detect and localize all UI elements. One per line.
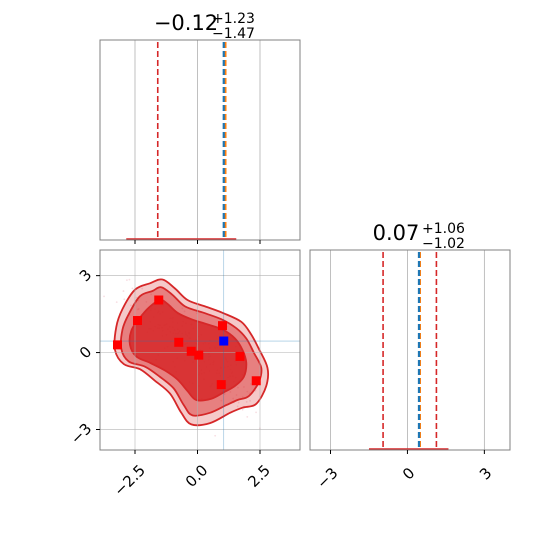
sample-point <box>232 397 235 400</box>
y-tick-label: 0 <box>76 343 95 362</box>
param-2-title: 0.07 <box>373 221 420 245</box>
sample-point <box>129 304 132 307</box>
y-tick-label: −3 <box>67 420 95 448</box>
x-tick-label: 2.5 <box>244 461 274 491</box>
sample-point <box>246 415 249 418</box>
sample-point <box>137 308 139 311</box>
sample-point <box>122 290 125 292</box>
sample-point <box>131 287 134 290</box>
red-square-marker <box>133 316 142 326</box>
red-square-marker <box>216 380 226 390</box>
joint-contour-panel: −2.5 0.0 2.5 −3 0 3 <box>48 230 305 500</box>
sample-point <box>145 301 148 303</box>
sample-point <box>237 386 239 389</box>
sample-point <box>214 434 217 437</box>
param-2-title-upper-error: +1.06 <box>422 221 465 237</box>
sample-point <box>181 307 184 310</box>
sample-point <box>243 386 245 388</box>
x-tick-label: 0.0 <box>182 461 212 491</box>
sample-point <box>128 278 131 281</box>
sample-point <box>103 295 105 298</box>
sample-point <box>245 401 248 403</box>
sample-point <box>141 287 144 290</box>
sample-point <box>137 308 140 310</box>
sample-point <box>223 393 226 395</box>
axes-frame <box>99 249 301 451</box>
x-tick-label: 0 <box>399 464 418 483</box>
red-square-marker <box>194 350 204 360</box>
param-1-title: −0.12 <box>154 11 218 35</box>
sample-point <box>235 394 238 396</box>
joint-plot-area <box>48 230 305 450</box>
blue-square-marker <box>219 336 229 346</box>
red-square-marker <box>174 337 184 347</box>
sample-point <box>48 230 50 232</box>
red-square-marker <box>218 321 227 331</box>
x-tick-label: −2.5 <box>110 461 148 499</box>
red-square-marker <box>113 340 122 350</box>
sample-point <box>123 298 126 301</box>
sample-point <box>183 310 186 313</box>
sample-point <box>249 399 251 402</box>
sample-point <box>246 390 249 393</box>
sample-point <box>241 408 244 411</box>
red-square-marker <box>186 346 196 356</box>
x-tick-label: −3 <box>313 464 341 492</box>
param-1-title-upper-error: +1.23 <box>212 11 255 27</box>
sample-point <box>229 391 232 393</box>
sample-point <box>255 411 257 414</box>
histogram-panel-param-2: −3 0 3 0.07 +1.06−1.02 <box>309 221 511 492</box>
sample-point <box>150 293 153 296</box>
y-tick-label: 3 <box>76 266 95 285</box>
red-square-marker <box>251 376 261 386</box>
sample-point <box>135 296 138 299</box>
sample-point <box>115 301 118 304</box>
sample-point <box>125 279 128 282</box>
red-square-marker <box>235 351 245 361</box>
sample-point <box>236 405 239 408</box>
red-square-marker <box>154 295 164 305</box>
axes-frame <box>99 39 301 241</box>
sample-point <box>303 425 305 427</box>
param-2-title-lower-error: −1.02 <box>422 236 465 252</box>
sample-point <box>249 383 252 385</box>
sample-point <box>220 399 223 402</box>
axes-frame <box>309 249 511 451</box>
sample-point <box>241 396 244 398</box>
param-1-title-lower-error: −1.47 <box>212 26 255 42</box>
sample-point <box>237 401 240 404</box>
histogram-panel-param-1: −0.12+1.23−1.47 <box>99 11 301 244</box>
x-tick-label: 3 <box>476 464 495 483</box>
